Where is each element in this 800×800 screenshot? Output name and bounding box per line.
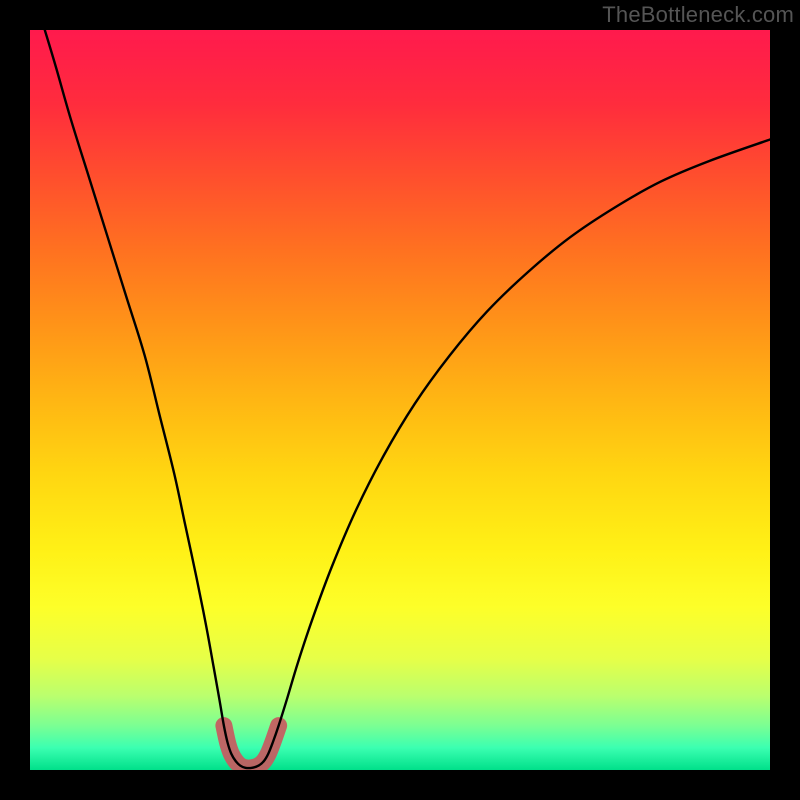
- plot-overlay: [30, 30, 770, 770]
- v-curve: [45, 30, 770, 768]
- figure-container: TheBottleneck.com: [0, 0, 800, 800]
- plot-area: [30, 30, 770, 770]
- watermark-text: TheBottleneck.com: [602, 2, 794, 28]
